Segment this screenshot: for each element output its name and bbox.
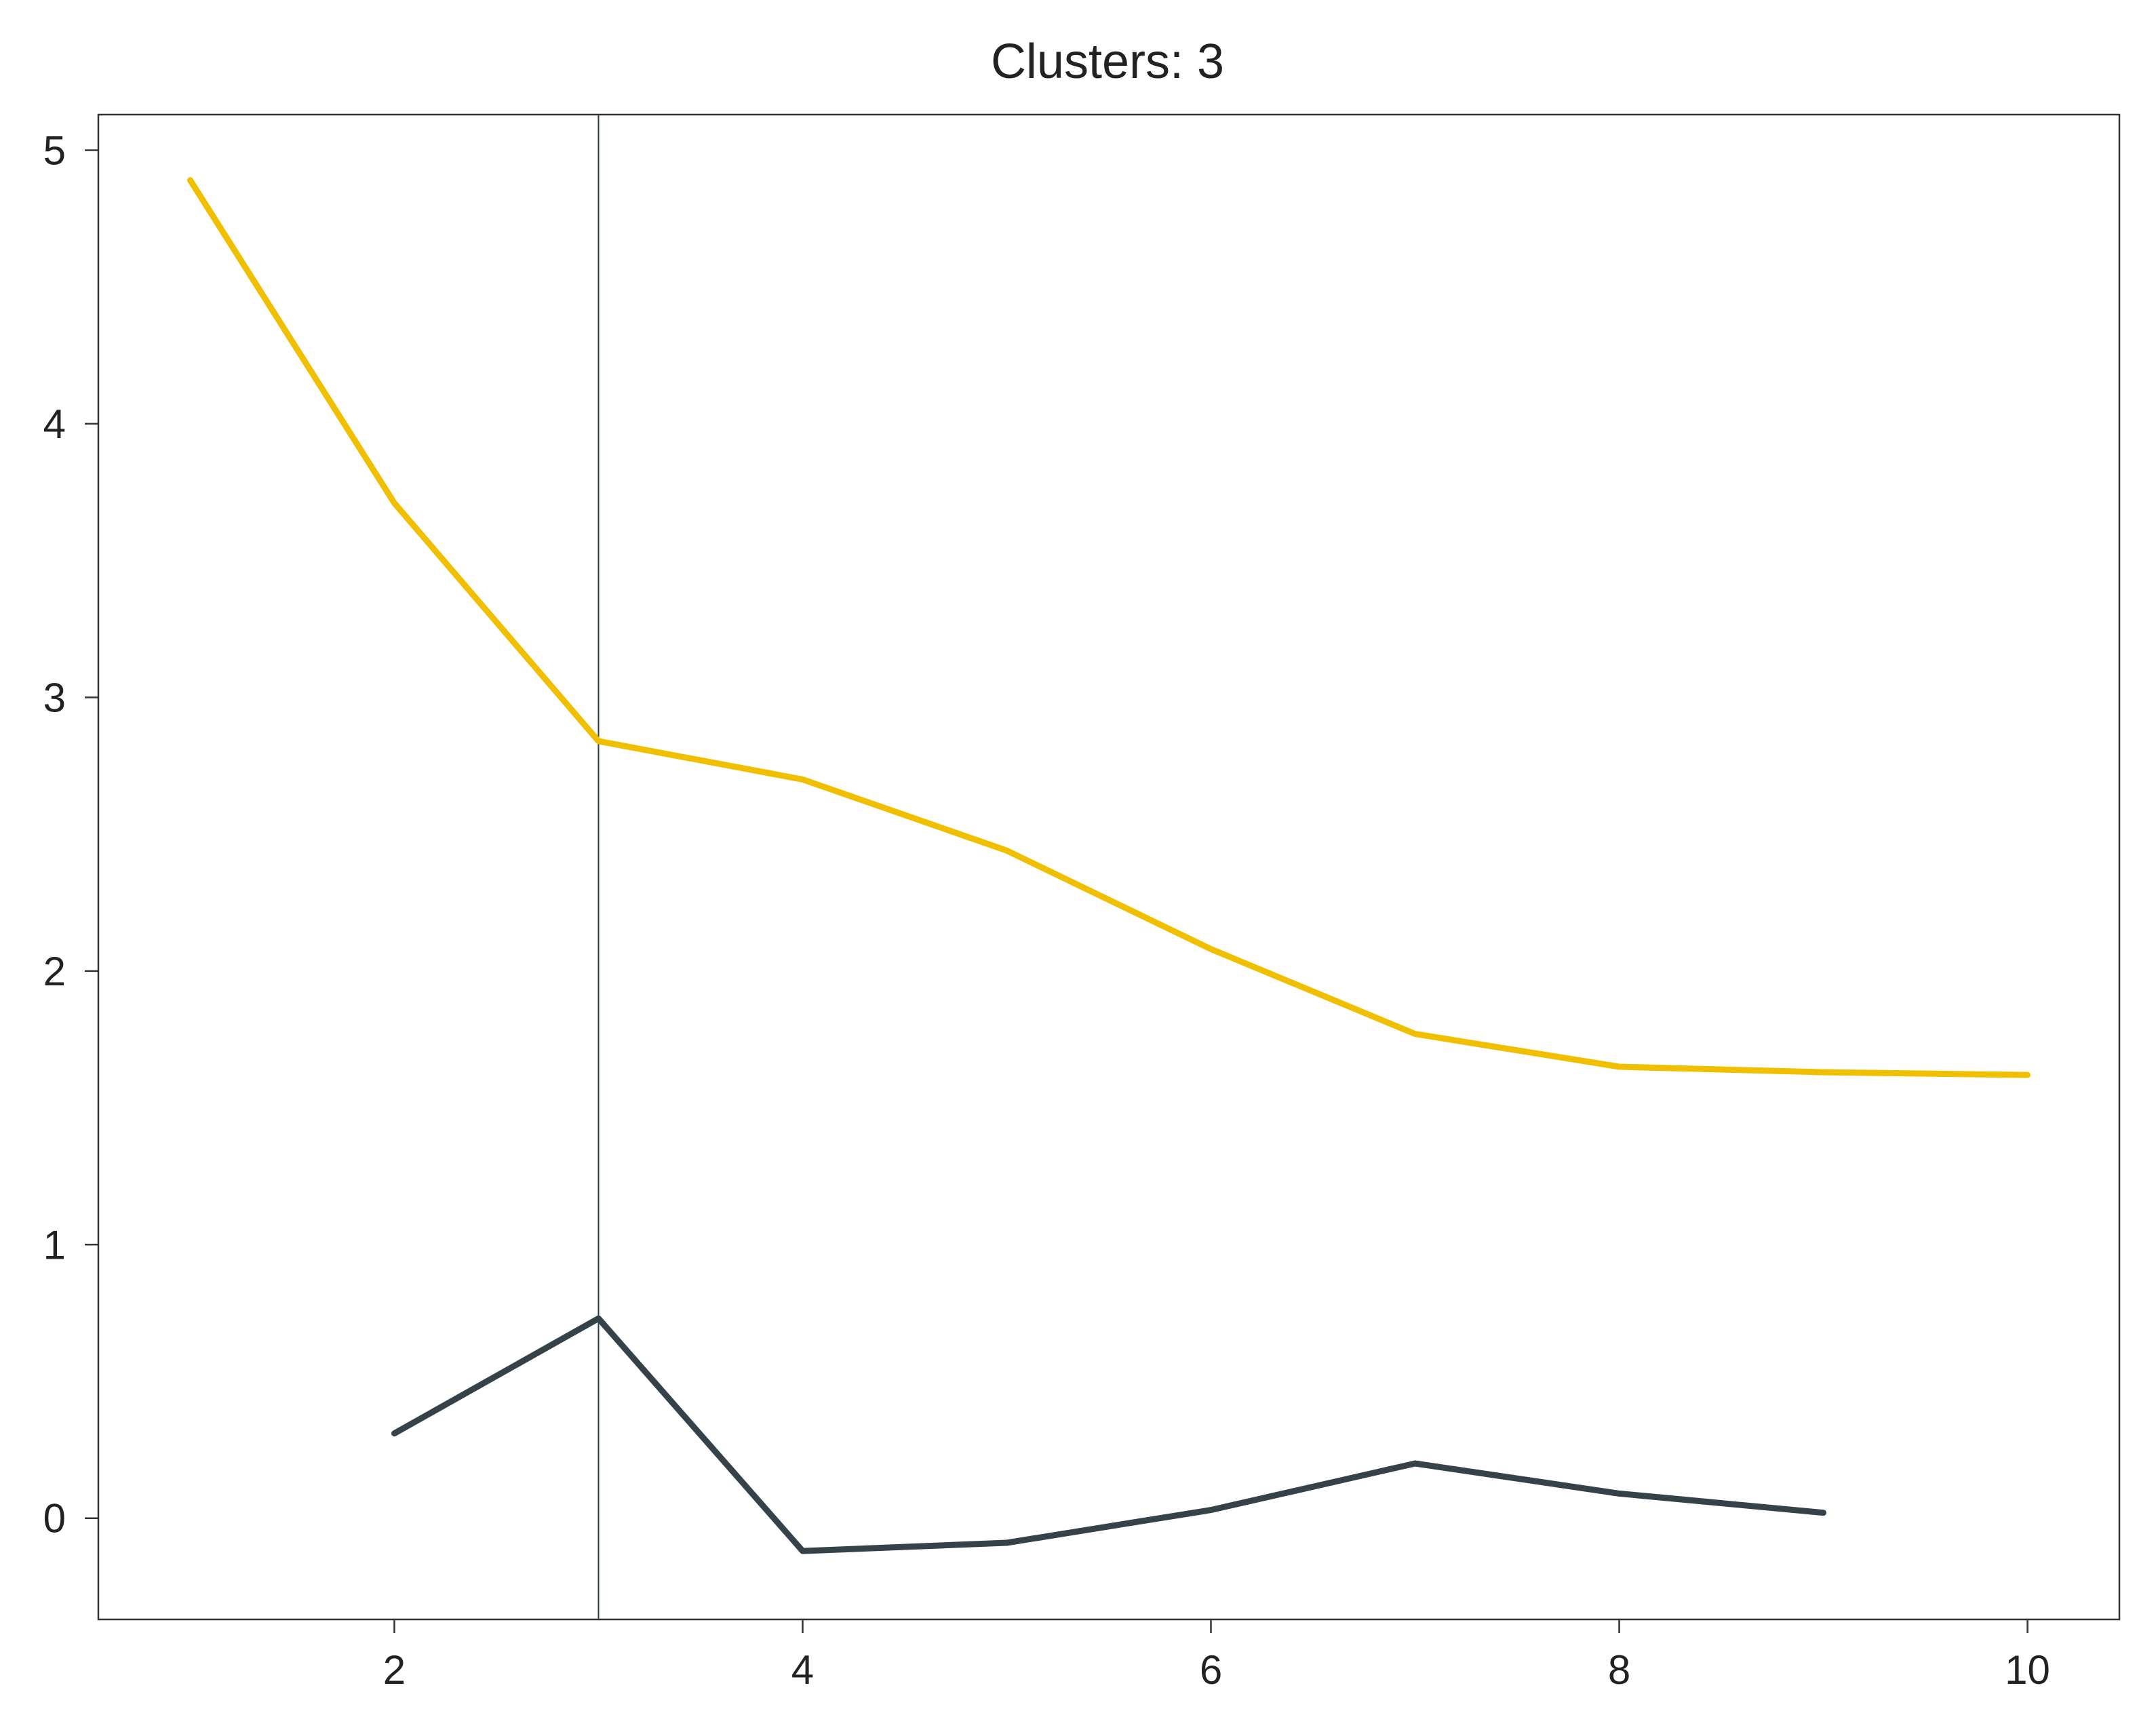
ticks-layer: 2 4 6 8 10 0 1 2 3 4 5 xyxy=(43,127,2050,1693)
x-tick-label: 4 xyxy=(791,1647,814,1693)
y-tick-label: 4 xyxy=(43,401,66,447)
marks-layer xyxy=(187,115,2031,1619)
y-tick-label: 5 xyxy=(43,127,66,173)
series-2-line xyxy=(391,1315,1826,1554)
x-tick-label: 8 xyxy=(1608,1647,1630,1693)
y-tick-label: 0 xyxy=(43,1496,66,1541)
x-tick-label: 6 xyxy=(1200,1647,1222,1693)
y-tick-label: 2 xyxy=(43,949,66,994)
y-tick-label: 3 xyxy=(43,675,66,720)
x-tick-label: 10 xyxy=(2005,1647,2050,1693)
plot-area xyxy=(97,113,2121,1621)
series-1-line xyxy=(187,177,2031,1078)
y-tick-label: 1 xyxy=(43,1222,66,1267)
x-tick-label: 2 xyxy=(383,1647,406,1693)
chart-title: Clusters: 3 xyxy=(991,35,1224,89)
